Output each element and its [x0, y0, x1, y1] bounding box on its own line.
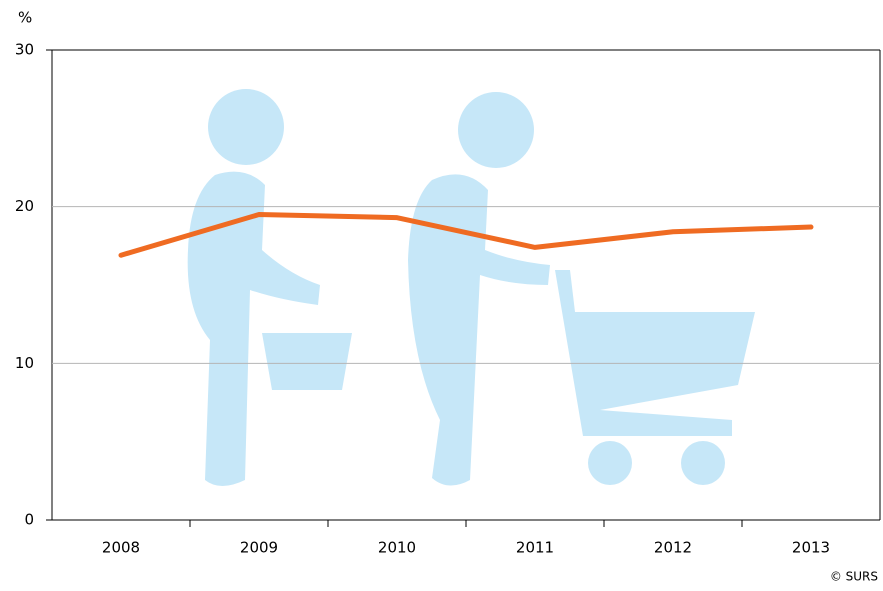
- x-tick-label: 2011: [516, 539, 554, 557]
- y-tick-label: 10: [15, 354, 34, 372]
- y-tick-label: 0: [24, 511, 34, 529]
- x-tick-label: 2008: [102, 539, 140, 557]
- x-tick-label: 2013: [792, 539, 830, 557]
- y-tick-label: 30: [15, 41, 34, 59]
- credit: © SURS: [830, 570, 878, 584]
- x-tick-label: 2009: [240, 539, 278, 557]
- background-illustration: [187, 89, 755, 486]
- x-tick-label: 2012: [654, 539, 692, 557]
- data-line: [118, 212, 814, 258]
- x-tick-label: 2010: [378, 539, 416, 557]
- y-tick-label: 20: [15, 197, 34, 215]
- y-unit-label: %: [18, 9, 32, 27]
